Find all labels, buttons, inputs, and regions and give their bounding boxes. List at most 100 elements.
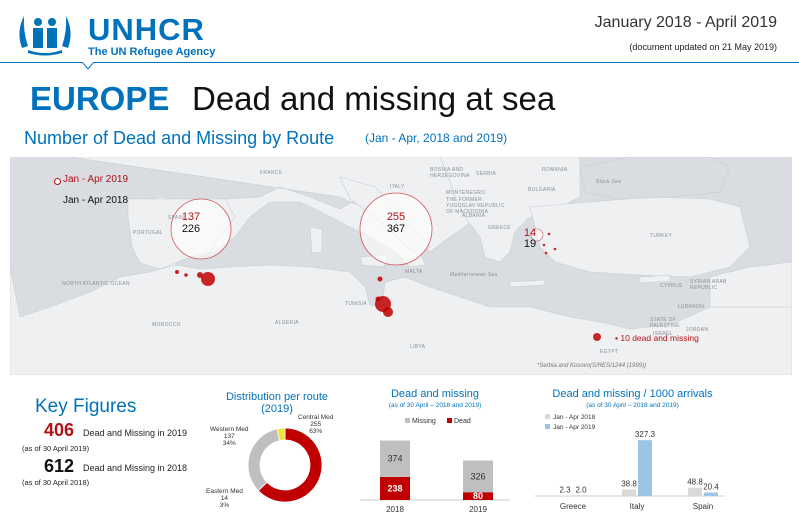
value-label-greece-0: 2.3	[559, 486, 571, 495]
value-label-greece-1: 2.0	[575, 486, 587, 495]
western-route-circle	[170, 198, 232, 260]
grouped-title: Dead and missing / 1000 arrivals	[552, 388, 713, 400]
legend-2019-marker	[54, 178, 61, 185]
label-egypt: EGYPT	[600, 349, 619, 355]
egypt-note-text: 10 dead and missing	[620, 333, 699, 343]
value-label-spain-0: 48.8	[687, 478, 703, 487]
eastern-2018-value: 19	[523, 238, 537, 250]
kf-2019-text: Dead and Missing in 2019	[83, 428, 188, 438]
legend-2019: Jan - Apr 2019	[63, 174, 129, 185]
label-algeria: ALGERIA	[275, 320, 299, 326]
label-serbia: SERBIA	[476, 171, 497, 177]
egypt-route-note: ▪ 10 dead and missing	[615, 333, 699, 343]
kf-2019-asof: (as of 30 April 2019)	[22, 444, 90, 453]
donut-label-eastern: Eastern Med 14 3%	[206, 488, 243, 509]
kf-2018-text: Dead and Missing in 2018	[83, 463, 188, 473]
bar-missing-2018	[380, 440, 410, 477]
bar-missing-2019	[463, 460, 493, 493]
donut-slice-central-med	[257, 427, 323, 503]
donut-label-western: Western Med 137 34%	[210, 426, 249, 447]
category-label-2019: 2019	[469, 505, 487, 514]
stacked-subtitle: (as of 30 April – 2018 and 2019)	[388, 402, 482, 409]
label-cyprus: CYPRUS	[660, 283, 683, 289]
western-2019-value: 137	[181, 211, 201, 223]
label-dead-2018: 238	[387, 483, 402, 493]
label-france: FRANCE	[260, 170, 283, 176]
label-missing-2019: 326	[470, 471, 485, 481]
label-fyrom: THE FORMER YUGOSLAV REPUBLIC OF MACEDONI…	[446, 197, 505, 215]
label-atlantic: NORTH ATLANTIC OCEAN	[62, 281, 130, 287]
value-label-italy-0: 38.8	[621, 479, 637, 488]
value-label-italy-1: 327.3	[635, 430, 656, 439]
western-2018-value: 226	[181, 223, 201, 235]
kf-2018-asof: (as of 30 April 2018)	[22, 478, 90, 487]
bar-italy-1	[638, 440, 652, 496]
label-montenegro: MONTENEGRO	[446, 190, 486, 196]
label-syria: SYRIAN ARAB REPUBLIC	[690, 279, 727, 291]
bar-spain-0	[688, 487, 702, 496]
eastern-route-circle	[530, 228, 544, 242]
report-period: January 2018 - April 2019	[594, 14, 777, 31]
legend-swatch-1	[545, 424, 550, 429]
label-turkey: TURKEY	[650, 233, 673, 239]
unhcr-logo[interactable]: UNHCR The UN Refugee Agency	[14, 8, 224, 58]
label-bulgaria: BULGARIA	[528, 187, 556, 193]
header-divider	[0, 62, 799, 63]
label-lebanon: LEBANON	[678, 304, 704, 310]
label-missing-2018: 374	[387, 454, 402, 464]
label-tunisia: TUNISIA	[345, 301, 367, 307]
label-israel: ISRAEL	[653, 331, 673, 337]
stacked-bar-chart: Missing Dead 238 374 2018 80 326 2019	[360, 418, 510, 514]
grouped-bar-chart: Jan - Apr 2018 Jan - Apr 2019 2.3 2.0 Greece…	[535, 414, 725, 511]
label-dead-2019: 80	[473, 491, 483, 501]
central-2018-value: 367	[386, 223, 406, 235]
category-label-italy: Italy	[630, 502, 645, 511]
label-morocco: MOROCCO	[152, 322, 181, 328]
map-heading: Number of Dead and Missing by Route	[24, 128, 335, 148]
label-spain: SPAIN	[168, 215, 185, 221]
map-disclaimer: *Serbia and Kosovo(S/RES/1244 (1999))	[537, 363, 647, 369]
category-label-greece: Greece	[560, 502, 587, 511]
central-2019-value: 255	[386, 211, 406, 223]
legend-swatch-0	[545, 414, 550, 419]
label-bosnia: BOSNIA AND HERZEGOVINA	[430, 167, 470, 179]
unhcr-emblem-icon	[19, 16, 71, 56]
route-map[interactable]: FRANCE PORTUGAL SPAIN ITALY BOSNIA AND H…	[10, 157, 792, 375]
map-heading-note: (Jan - Apr, 2018 and 2019)	[365, 131, 508, 145]
eastern-2019-value: 14	[523, 227, 537, 239]
page-title-region: EUROPE	[30, 80, 170, 117]
logo-name: UNHCR	[88, 12, 205, 47]
category-label-2018: 2018	[386, 505, 404, 514]
legend-label-missing: Missing	[412, 418, 436, 425]
central-route-circle	[359, 192, 433, 266]
stacked-title: Dead and missing	[390, 388, 480, 400]
legend-label-dead: Dead	[454, 418, 471, 425]
donut-label-central: Central Med 255 63%	[298, 414, 334, 435]
label-portugal: PORTUGAL	[133, 230, 163, 236]
label-malta: MALTA	[405, 269, 423, 275]
kf-2019-value: 406	[44, 420, 75, 440]
header-notch	[82, 62, 94, 70]
key-figures-heading: Key Figures	[35, 396, 137, 417]
legend-swatch-dead	[447, 418, 452, 423]
logo-tagline: The UN Refugee Agency	[88, 46, 216, 58]
legend-label-1: Jan - Apr 2019	[553, 424, 596, 431]
value-label-spain-1: 20.4	[703, 483, 719, 492]
bar-dead-2018	[380, 476, 410, 500]
legend-label-0: Jan - Apr 2018	[553, 414, 596, 421]
bar-spain-1	[704, 492, 718, 496]
label-jordan: JORDAN	[686, 327, 709, 333]
grouped-subtitle: (as of 30 April – 2018 and 2019)	[586, 402, 679, 409]
route-distribution-donut	[247, 427, 323, 503]
label-greece: GREECE	[488, 225, 511, 231]
label-romania: ROMANIA	[542, 167, 568, 173]
donut-slice-western-med	[247, 428, 281, 492]
legend-2018: Jan - Apr 2018	[63, 195, 129, 206]
bar-italy-0	[622, 489, 636, 496]
label-albania: ALBANIA	[462, 213, 486, 219]
kf-2018-value: 612	[44, 456, 75, 476]
update-date: (document updated on 21 May 2019)	[629, 42, 777, 52]
page-title: Dead and missing at sea	[192, 80, 556, 117]
label-italy: ITALY	[390, 184, 405, 190]
legend-swatch-missing	[405, 418, 410, 423]
